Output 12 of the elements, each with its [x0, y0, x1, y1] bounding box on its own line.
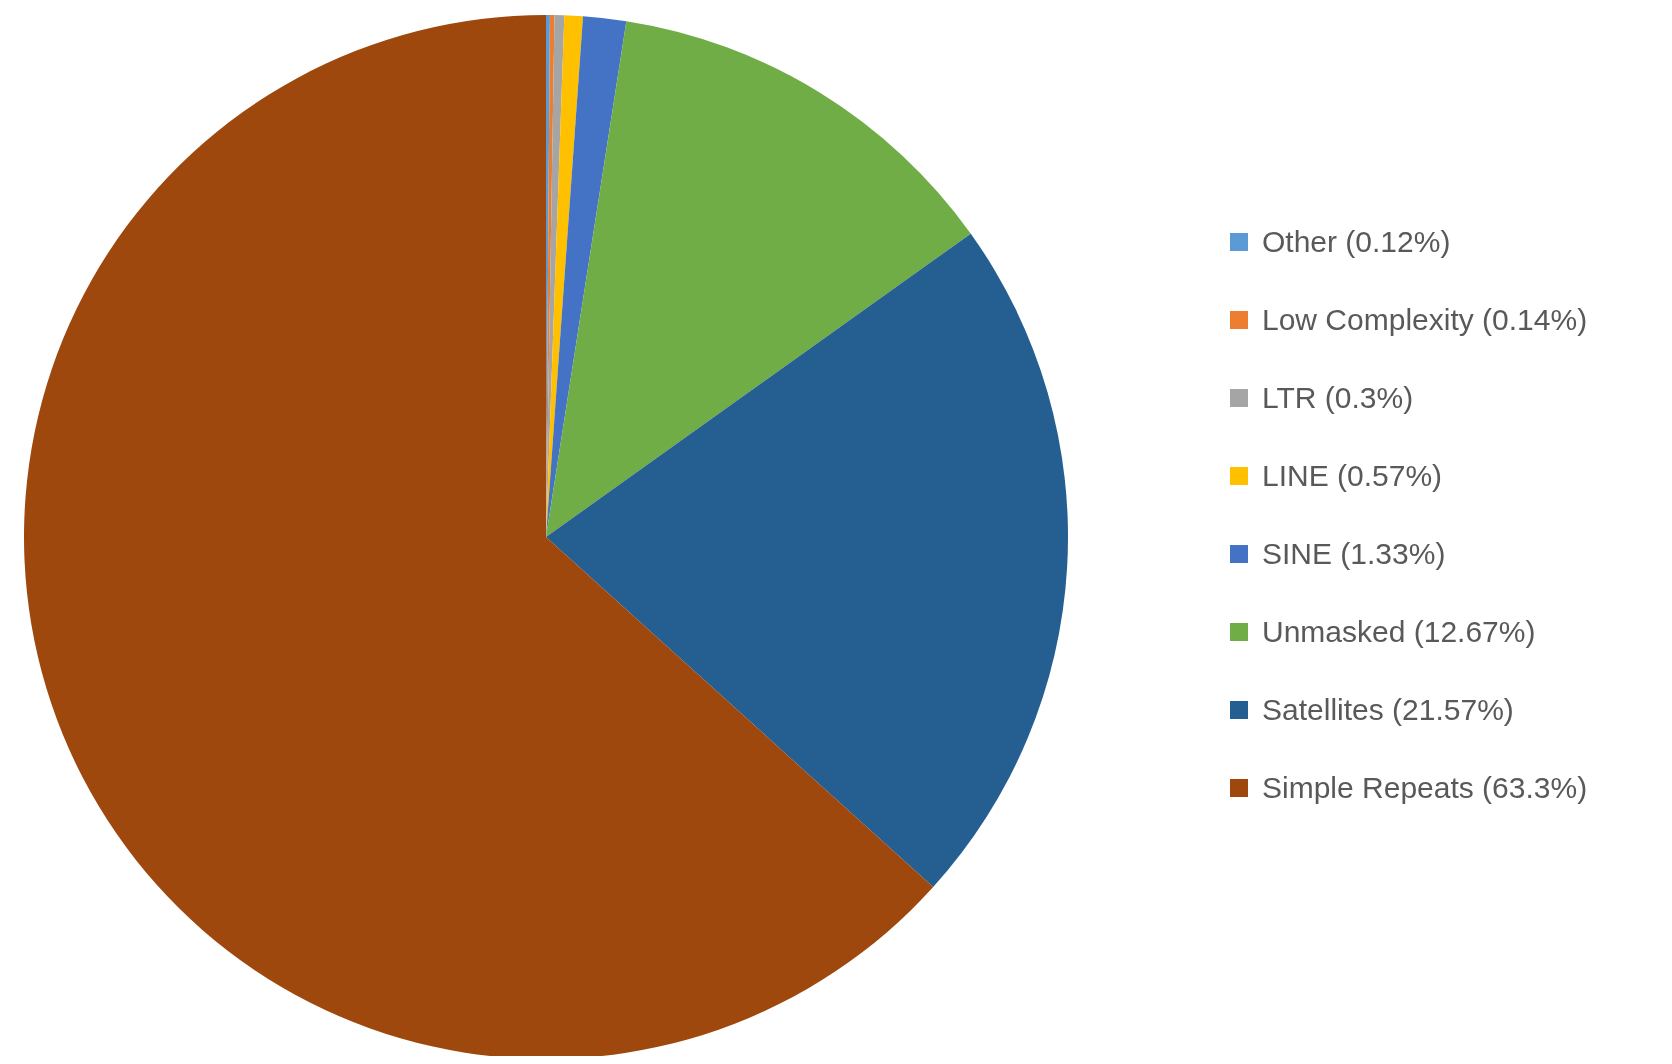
legend-label: Low Complexity (0.14%): [1262, 303, 1588, 337]
legend-label: LINE (0.57%): [1262, 459, 1443, 493]
legend-label: Satellites (21.57%): [1262, 693, 1514, 727]
legend-label: LTR (0.3%): [1262, 381, 1414, 415]
pie-slice: [546, 233, 1068, 888]
pie-slice: [546, 21, 971, 537]
pie-slice: [24, 15, 934, 1056]
legend-label: SINE (1.33%): [1262, 537, 1446, 571]
legend-label: Simple Repeats (63.3%): [1262, 771, 1588, 805]
legend-label: Other (0.12%): [1262, 225, 1451, 259]
pie-slice: [546, 16, 627, 537]
legend-label: Unmasked (12.67%): [1262, 615, 1536, 649]
